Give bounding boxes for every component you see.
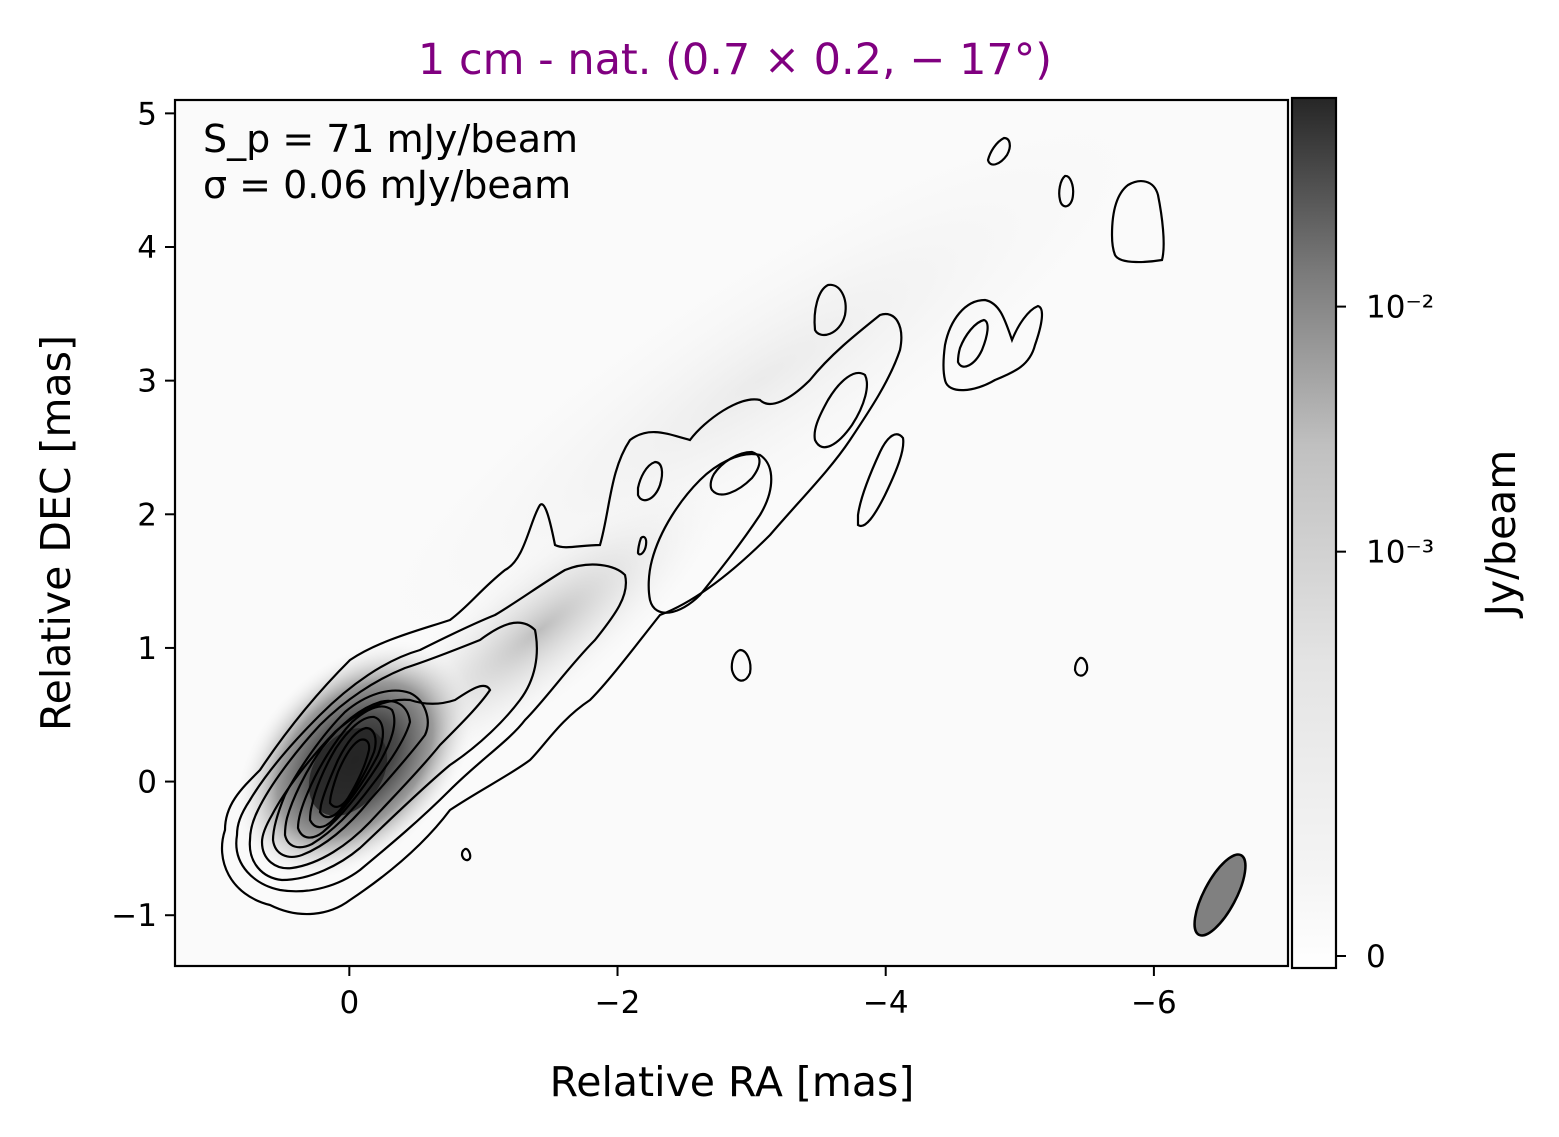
x-axis: 0 −2 −4 −6 [339, 966, 1177, 1021]
contour-knot-d [636, 535, 648, 556]
contour-knot-f [856, 433, 905, 528]
contour-knot-i [956, 318, 989, 368]
chart-title: 1 cm - nat. (0.7 × 0.2, − 17°) [418, 35, 1052, 85]
y-tick-label: 0 [137, 765, 157, 801]
contour-knot-l [1110, 180, 1165, 264]
colorbar-tick-label: 0 [1366, 939, 1386, 975]
x-tick-label: −6 [1131, 985, 1177, 1021]
contour-7 [296, 705, 396, 839]
y-tick-label: −1 [111, 898, 157, 934]
contour-knot-n [1073, 656, 1089, 677]
contour-knot-o [460, 847, 472, 862]
peak-flux-annotation: S_p = 71 mJy/beam [203, 117, 578, 161]
contour-knot-b [709, 450, 761, 496]
y-tick-label: 5 [137, 96, 157, 132]
y-tick-label: 1 [137, 631, 157, 667]
contour-knot-g [813, 283, 847, 337]
plot-frame [173, 98, 1290, 968]
contour-knot-h [942, 298, 1044, 392]
contour-6 [283, 699, 412, 849]
contour-9 [318, 726, 377, 819]
colorbar-axis: 0 10⁻³ 10⁻² [1336, 290, 1434, 975]
y-tick-label: 2 [137, 497, 157, 533]
y-axis-label: Relative DEC [mas] [32, 335, 80, 731]
emission-image [235, 100, 1201, 880]
contour-3 [248, 621, 538, 882]
x-tick-label: −4 [863, 985, 909, 1021]
contour-10 [328, 738, 371, 808]
contour-knot-k [1058, 174, 1075, 208]
contour-2 [235, 563, 628, 893]
y-tick-label: 4 [137, 230, 157, 266]
y-tick-label: 3 [137, 364, 157, 400]
colorbar [1290, 96, 1338, 970]
x-tick-label: 0 [339, 985, 359, 1021]
y-axis: −1 0 1 2 3 4 5 [111, 96, 175, 934]
colorbar-tick-label: 10⁻³ [1366, 535, 1434, 571]
contour-knot-e [813, 372, 869, 449]
contour-8 [308, 715, 384, 829]
rms-annotation: σ = 0.06 mJy/beam [203, 163, 571, 207]
contours [220, 136, 1165, 916]
colorbar-label: Jy/beam [1477, 450, 1525, 619]
x-axis-label: Relative RA [mas] [550, 1058, 915, 1106]
x-tick-label: −2 [595, 985, 641, 1021]
colorbar-tick-label: 10⁻² [1366, 290, 1434, 326]
beam-ellipse [1193, 853, 1247, 937]
contour-outer [220, 312, 903, 916]
contour-knot-c [636, 460, 664, 502]
contour-knot-m [730, 648, 752, 682]
contour-5 [271, 689, 429, 858]
contour-4 [260, 684, 492, 870]
contour-knot-j [986, 136, 1011, 166]
contour-knot-a [647, 452, 773, 614]
